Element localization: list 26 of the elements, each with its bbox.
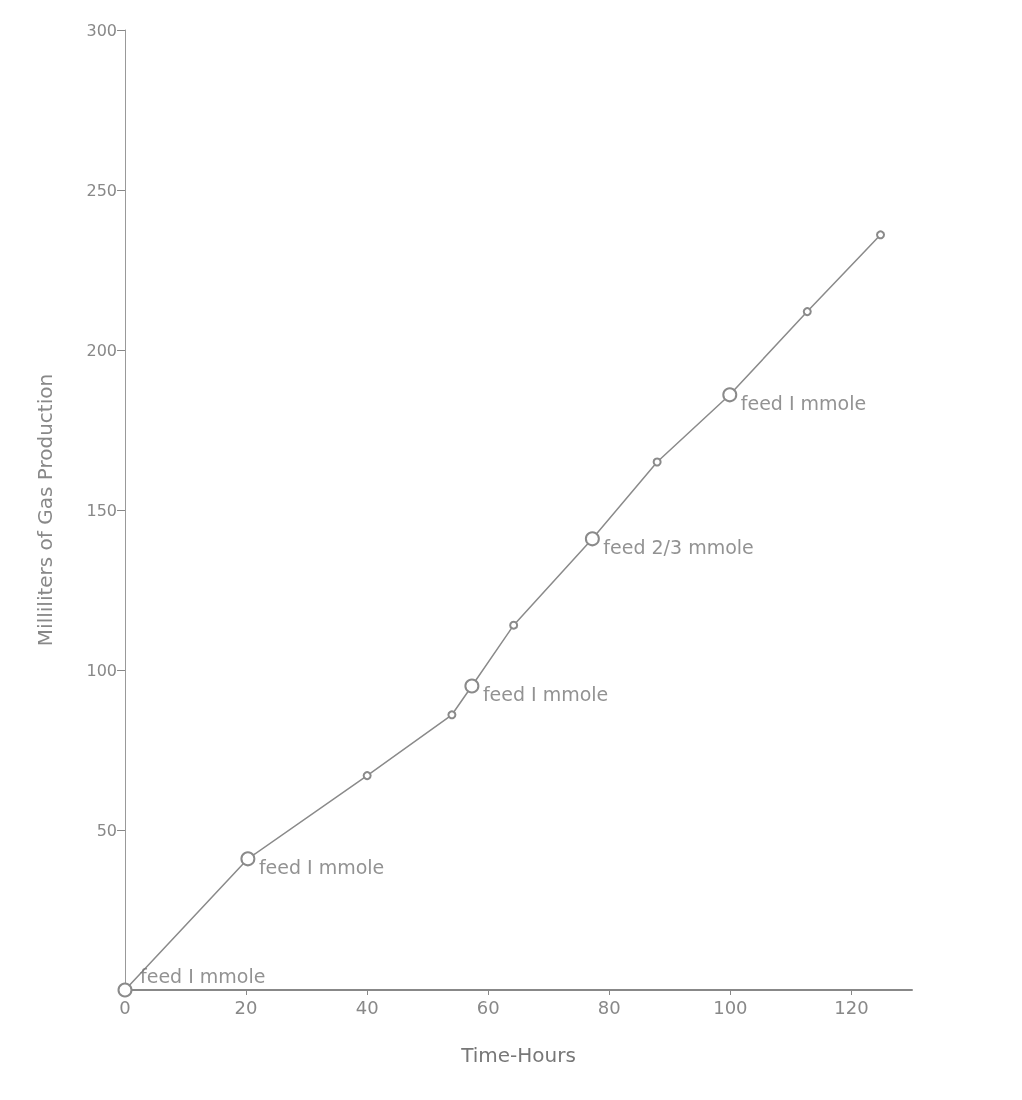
y-tick-label: 300 xyxy=(86,20,117,40)
point xyxy=(509,620,519,630)
point xyxy=(876,230,886,240)
y-tick-label: 250 xyxy=(86,180,117,200)
point xyxy=(447,710,457,720)
annotation: feed I mmole xyxy=(140,965,266,987)
y-axis-title: Milliliters of Gas Production xyxy=(33,373,57,647)
y-tick-label: 100 xyxy=(86,660,117,680)
x-tick-label: 100 xyxy=(713,996,748,1018)
y-tick-label: 200 xyxy=(86,340,117,360)
annotation: feed I mmole xyxy=(258,855,385,878)
point xyxy=(652,457,662,467)
x-tick-label: 120 xyxy=(834,996,869,1018)
point xyxy=(802,307,812,317)
annotation: feed 2/3 mmole xyxy=(603,535,754,558)
x-axis-title: Time-Hours xyxy=(460,1043,576,1067)
x-tick-label: 60 xyxy=(476,996,500,1018)
y-tick-label: 150 xyxy=(86,500,117,520)
x-tick-label: 0 xyxy=(119,996,131,1018)
point xyxy=(362,771,372,781)
annotation: feed I mmole xyxy=(482,683,609,705)
x-tick-label: 20 xyxy=(234,996,258,1018)
x-tick-label: 40 xyxy=(355,996,379,1018)
y-tick-label: 50 xyxy=(96,820,117,840)
annotation: feed I mmole xyxy=(740,391,867,414)
x-tick-label: 80 xyxy=(597,996,621,1018)
